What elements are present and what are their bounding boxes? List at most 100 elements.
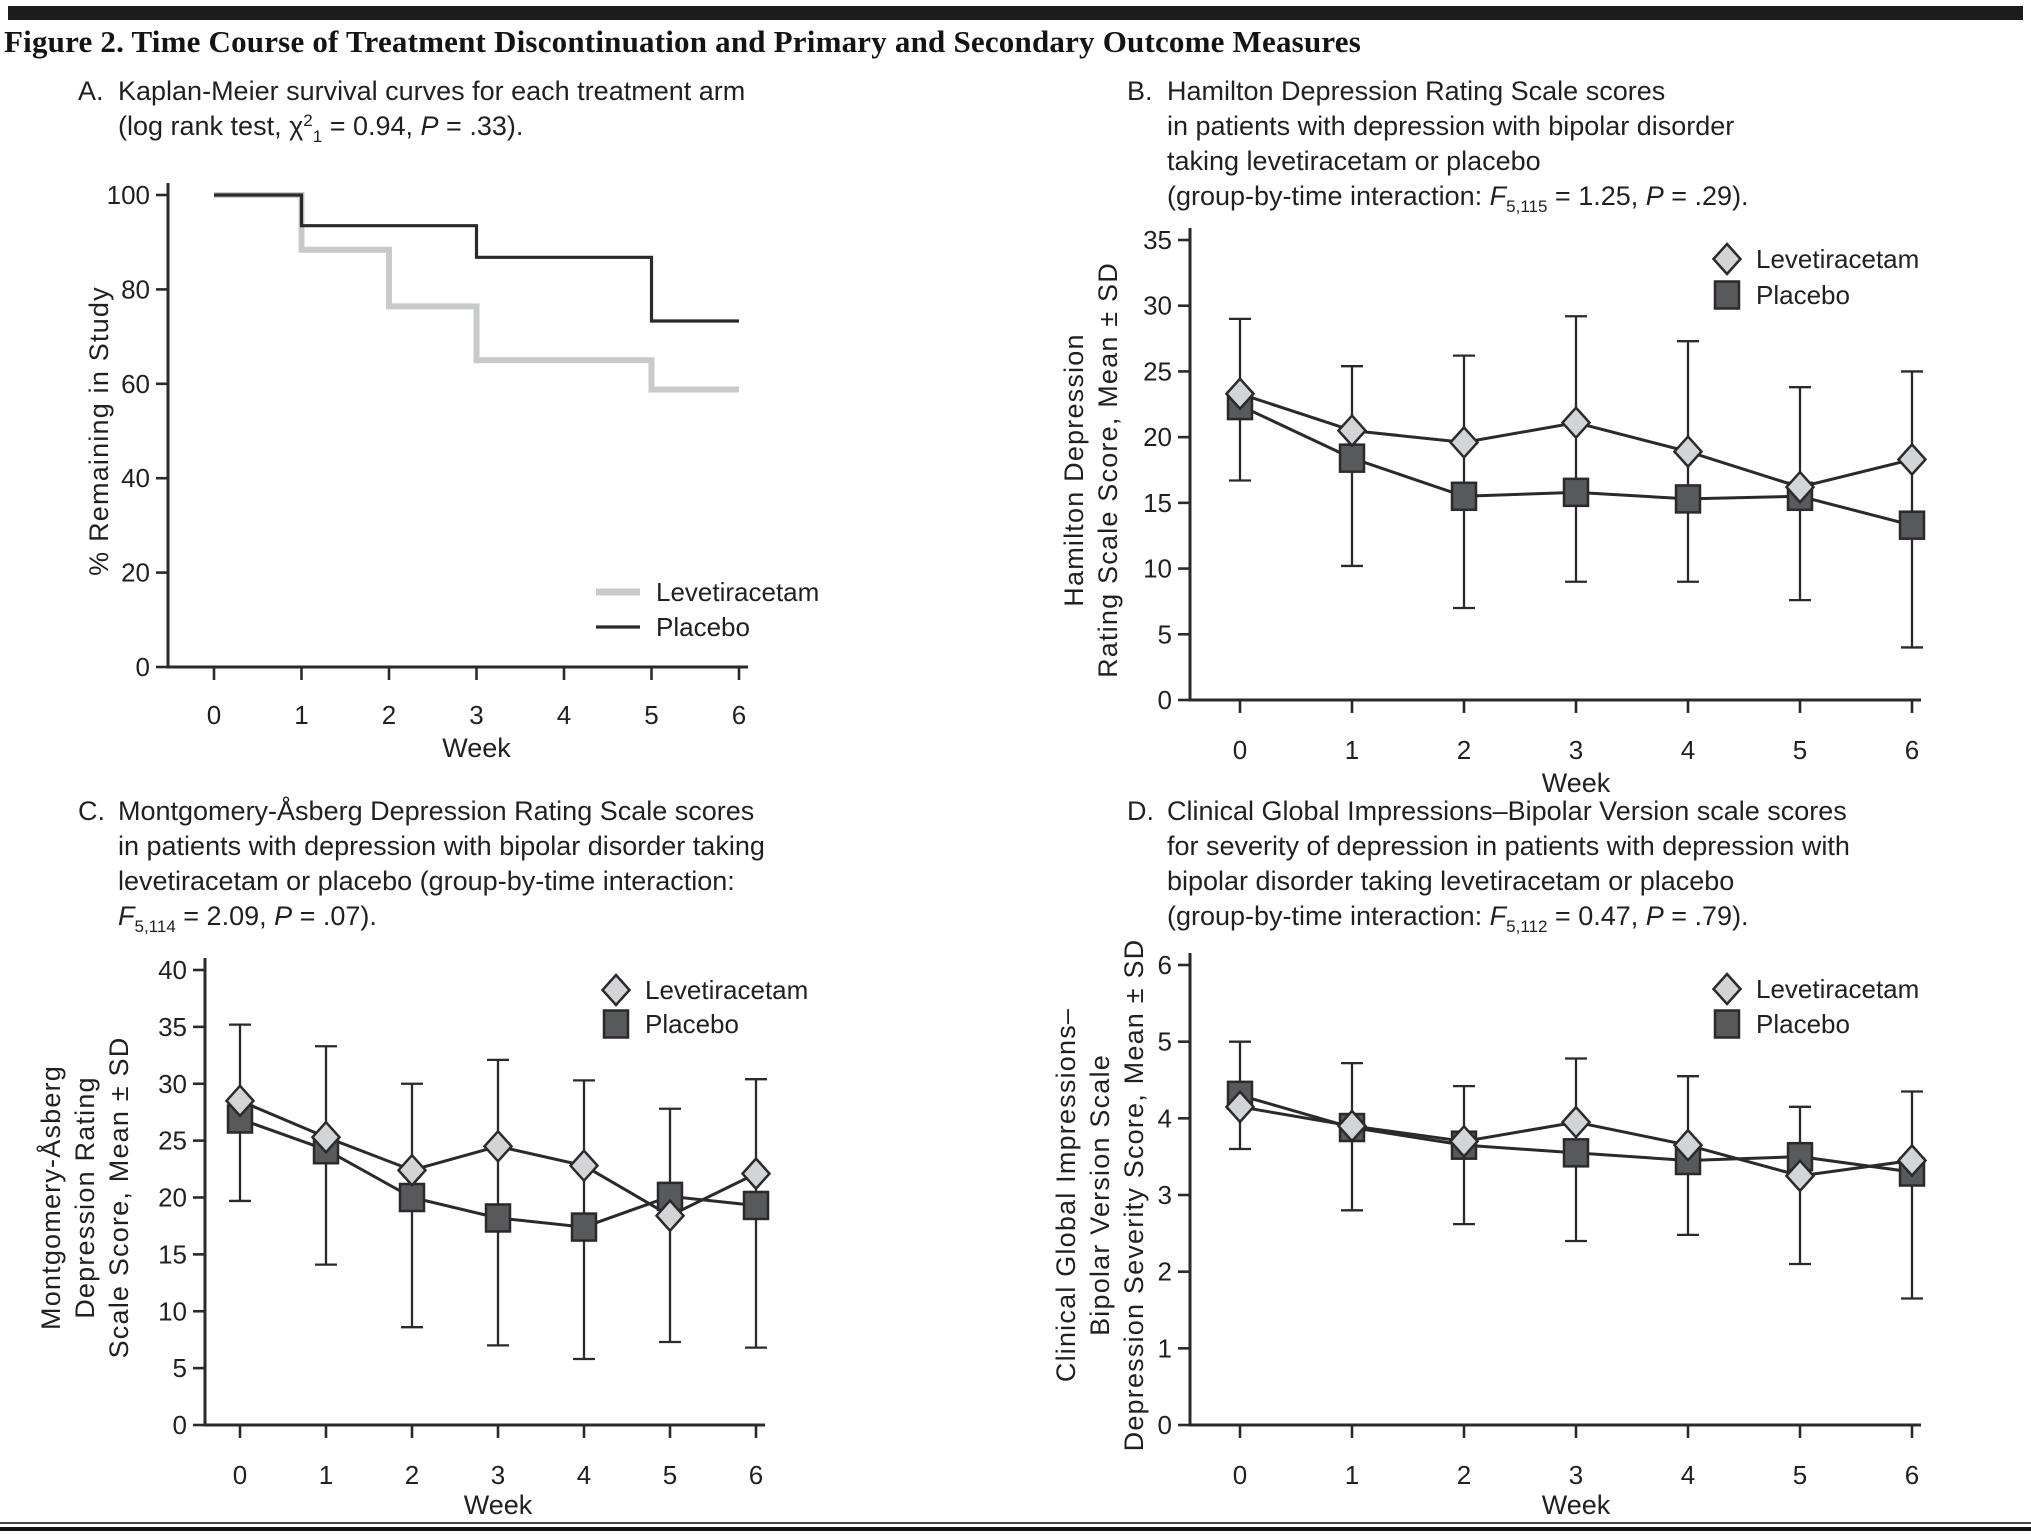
svg-text:35: 35 [158, 1012, 187, 1042]
legend: Levetiracetam Placebo [600, 973, 808, 1039]
svg-text:0: 0 [233, 1460, 247, 1490]
svg-text:5: 5 [644, 700, 658, 730]
svg-text:80: 80 [121, 274, 150, 304]
bottom-rule-thick [0, 1527, 2031, 1531]
svg-text:15: 15 [1143, 488, 1172, 518]
y-axis-label: Depression Rating [70, 1076, 100, 1319]
axes: 0 1 2 3 4 5 6 0 1 2 3 4 5 6 Week Clinical Global Impres… [1051, 939, 1921, 1520]
panel-c-title-lines: Montgomery-Åsberg Depression Rating Scal… [118, 796, 765, 936]
axes: 0 5 10 15 20 25 30 35 0 1 2 3 4 5 6 Week Hamilton Depres… [1059, 225, 1921, 798]
svg-text:6: 6 [1905, 1460, 1919, 1490]
svg-text:0: 0 [173, 1410, 187, 1440]
svg-text:25: 25 [1143, 356, 1172, 386]
svg-text:6: 6 [1158, 950, 1172, 980]
y-axis-label: Scale Score, Mean ± SD [104, 1037, 134, 1359]
svg-text:2: 2 [1457, 735, 1471, 765]
svg-text:0: 0 [1233, 1460, 1247, 1490]
bottom-rule-thin [0, 1522, 2031, 1524]
cgi-bipolar-chart: 0 1 2 3 4 5 6 0 1 2 3 4 5 6 Week Clinical Global Impres… [1051, 939, 1928, 1520]
svg-text:6: 6 [749, 1460, 763, 1490]
legend-label-placebo: Placebo [1756, 280, 1850, 310]
km-series-placebo [214, 193, 739, 323]
panel-b-title-lines: Hamilton Depression Rating Scale scores i… [1167, 76, 1749, 216]
series-markers [1224, 1080, 1928, 1193]
svg-text:40: 40 [121, 463, 150, 493]
svg-text:1: 1 [319, 1460, 333, 1490]
svg-text:2: 2 [1457, 1460, 1471, 1490]
svg-text:0: 0 [1158, 1410, 1172, 1440]
svg-text:3: 3 [1158, 1180, 1172, 1210]
svg-text:6: 6 [732, 700, 746, 730]
series-markers [1224, 376, 1928, 540]
svg-text:6: 6 [1905, 735, 1919, 765]
panel-a-letter: A. [78, 76, 104, 106]
y-axis-label: Rating Scale Score, Mean ± SD [1093, 262, 1123, 678]
legend-label-levetiracetam: Levetiracetam [656, 577, 819, 607]
panel-a-title-lines: Kaplan-Meier survival curves for each tr… [118, 76, 746, 146]
svg-text:2: 2 [382, 700, 396, 730]
montgomery-asberg-chart: 0 5 10 15 20 25 30 35 40 0 1 2 3 4 5 6 Week Montgomery-Ås… [35, 955, 808, 1520]
y-axis-label: Montgomery-Åsberg [35, 1065, 66, 1330]
svg-text:4: 4 [577, 1460, 591, 1490]
legend-label-placebo: Placebo [1756, 1009, 1850, 1039]
svg-text:20: 20 [1143, 422, 1172, 452]
top-rule [8, 6, 2023, 20]
y-axis-label: Depression Severity Score, Mean ± SD [1119, 939, 1149, 1452]
y-axis-label: Clinical Global Impressions– [1051, 1008, 1081, 1382]
panel-a-title: A. Kaplan-Meier survival curves for each… [78, 74, 998, 147]
legend: Levetiracetam Placebo [1711, 242, 1919, 310]
legend-label-placebo: Placebo [656, 612, 750, 642]
hamilton-depression-chart: 0 5 10 15 20 25 30 35 0 1 2 3 4 5 6 Week Hamilton Depres… [1059, 225, 1928, 798]
svg-text:3: 3 [1569, 735, 1583, 765]
svg-text:30: 30 [158, 1069, 187, 1099]
y-axis-label: Hamilton Depression [1059, 333, 1089, 606]
svg-text:2: 2 [405, 1460, 419, 1490]
svg-text:5: 5 [1793, 735, 1807, 765]
svg-text:0: 0 [1233, 735, 1247, 765]
panel-c-title: C. Montgomery-Åsberg Depression Rating S… [78, 794, 1008, 937]
svg-text:2: 2 [1158, 1257, 1172, 1287]
svg-text:3: 3 [469, 700, 483, 730]
svg-text:4: 4 [557, 700, 571, 730]
svg-text:4: 4 [1681, 735, 1695, 765]
x-axis-label: Week [442, 733, 511, 763]
panel-c-letter: C. [78, 796, 105, 826]
svg-text:100: 100 [107, 180, 150, 210]
svg-text:3: 3 [491, 1460, 505, 1490]
svg-text:60: 60 [121, 369, 150, 399]
svg-text:10: 10 [1143, 554, 1172, 584]
panel-d-letter: D. [1127, 796, 1154, 826]
error-bars [1229, 1040, 1923, 1300]
svg-text:4: 4 [1681, 1460, 1695, 1490]
svg-text:40: 40 [158, 955, 187, 985]
svg-text:0: 0 [136, 652, 150, 682]
kaplan-meier-chart: 0 20 40 60 80 100 0 1 2 3 4 5 6 Week % Remaining in St… [84, 180, 819, 763]
svg-text:1: 1 [1345, 735, 1359, 765]
x-axis-label: Week [1542, 1490, 1611, 1520]
svg-text:3: 3 [1569, 1460, 1583, 1490]
error-bars [229, 1023, 767, 1361]
svg-text:1: 1 [1345, 1460, 1359, 1490]
legend-label-levetiracetam: Levetiracetam [1756, 244, 1919, 274]
svg-text:20: 20 [158, 1183, 187, 1213]
svg-text:4: 4 [1158, 1103, 1172, 1133]
svg-text:0: 0 [207, 700, 221, 730]
figure-title: Figure 2. Time Course of Treatment Disco… [4, 24, 1362, 59]
legend-label-placebo: Placebo [645, 1009, 739, 1039]
svg-text:10: 10 [158, 1296, 187, 1326]
legend: Levetiracetam Placebo [1711, 972, 1919, 1039]
svg-text:15: 15 [158, 1239, 187, 1269]
svg-text:5: 5 [1158, 1027, 1172, 1057]
legend: Levetiracetam Placebo [596, 577, 819, 642]
panel-b-title: B. Hamilton Depression Rating Scale scor… [1127, 74, 2027, 217]
axes: 0 5 10 15 20 25 30 35 40 0 1 2 3 4 5 6 Week Montgomery-Ås… [35, 955, 765, 1520]
x-axis-label: Week [1542, 768, 1611, 798]
panel-b-letter: B. [1127, 76, 1153, 106]
svg-text:20: 20 [121, 558, 150, 588]
svg-text:1: 1 [1158, 1333, 1172, 1363]
legend-label-levetiracetam: Levetiracetam [645, 975, 808, 1005]
panel-d-title: D. Clinical Global Impressions–Bipolar V… [1127, 794, 2027, 937]
axes: 0 20 40 60 80 100 0 1 2 3 4 5 6 Week % Remaining in St… [84, 180, 748, 763]
svg-text:5: 5 [1793, 1460, 1807, 1490]
